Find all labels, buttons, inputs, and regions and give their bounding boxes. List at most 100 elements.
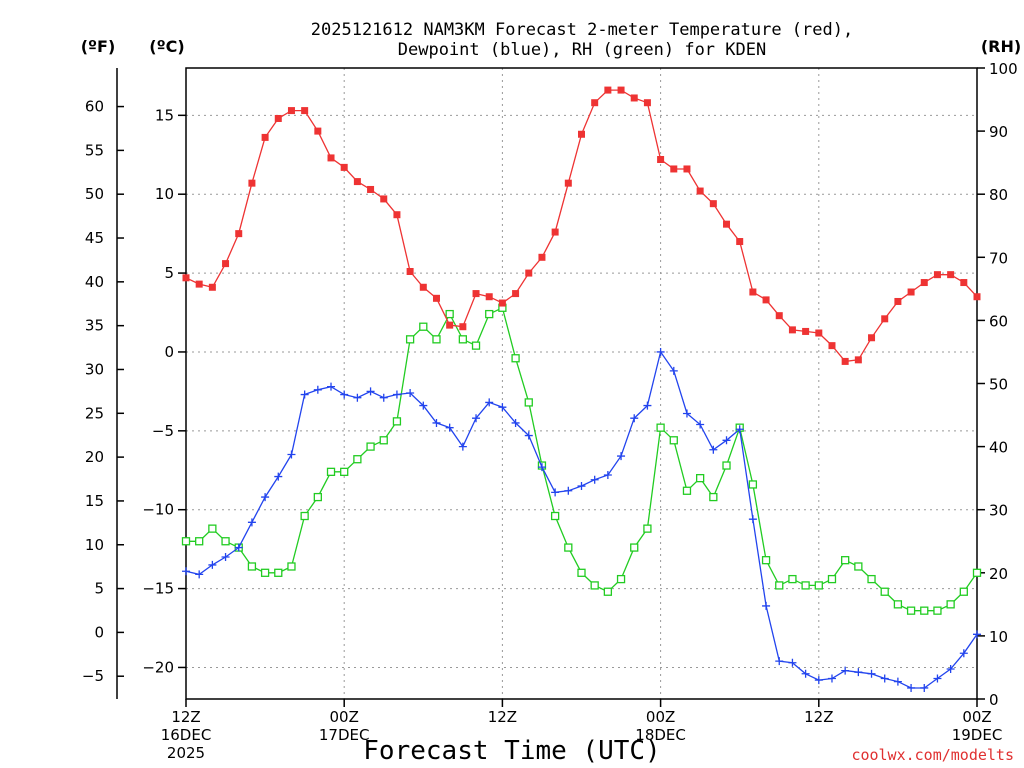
dewpoint-point: [801, 669, 810, 678]
rh-tick-label: 50: [989, 376, 1008, 394]
celsius-tick-label: −5: [152, 422, 174, 440]
dewpoint-point: [313, 385, 322, 394]
dewpoint-point: [827, 674, 836, 683]
rh-series: [181, 303, 982, 615]
time-tick-label: 00Z: [646, 708, 675, 726]
dewpoint-point: [854, 668, 863, 677]
dewpoint-point: [603, 470, 612, 479]
dewpoint-point: [880, 674, 889, 683]
rh-point: [669, 436, 678, 445]
dewpoint-point: [247, 518, 256, 527]
rh-tick-label: 0: [989, 691, 999, 709]
temperature-point: [960, 279, 968, 287]
temperature-point: [973, 293, 981, 301]
rh-point: [195, 537, 204, 546]
dewpoint-point: [340, 390, 349, 399]
fahrenheit-tick-label: 0: [94, 623, 104, 641]
rh-point: [920, 606, 929, 615]
temperature-point: [841, 357, 849, 365]
dewpoint-point: [762, 601, 771, 610]
dewpoint-point: [959, 649, 968, 658]
temperature-point: [868, 334, 876, 342]
celsius-unit-label: (ºC): [149, 37, 184, 56]
dewpoint-point: [524, 431, 533, 440]
rh-tick-label: 100: [989, 60, 1018, 78]
temperature-point: [894, 297, 902, 305]
dewpoint-point: [327, 382, 336, 391]
dewpoint-point: [946, 665, 955, 674]
temperature-point: [472, 290, 480, 298]
fahrenheit-tick-label: 20: [85, 448, 104, 466]
time-tick-label: 12Z: [804, 708, 833, 726]
dewpoint-point: [458, 442, 467, 451]
dewpoint-point: [920, 683, 929, 692]
dewpoint-point: [630, 414, 639, 423]
rh-tick-label: 40: [989, 439, 1008, 457]
temperature-point: [551, 228, 559, 236]
rh-point: [722, 461, 731, 470]
dewpoint-point: [182, 567, 190, 576]
fahrenheit-tick-label: 40: [85, 273, 104, 291]
temperature-point: [498, 299, 506, 307]
time-tick-label: 00Z: [962, 708, 991, 726]
temperature-point: [446, 321, 454, 329]
temperature-point: [604, 86, 612, 94]
x-axis-title: Forecast Time (UTC): [363, 736, 660, 766]
rh-point: [524, 398, 533, 407]
temperature-point: [815, 329, 823, 337]
rh-point: [405, 335, 415, 344]
celsius-tick-label: 5: [164, 264, 174, 282]
fahrenheit-tick-label: 50: [85, 185, 104, 203]
dewpoint-point: [973, 630, 981, 639]
temperature-point: [709, 200, 717, 208]
rh-tick-label: 60: [989, 312, 1008, 330]
rh-point: [682, 486, 692, 495]
dewpoint-point: [748, 515, 757, 524]
temperature-point: [907, 288, 915, 296]
time-tick-label: 12Z: [171, 708, 200, 726]
dewpoint-point: [788, 658, 797, 667]
rh-point: [366, 442, 375, 451]
chart-title-line1: 2025121612 NAM3KM Forecast 2-meter Tempe…: [311, 20, 853, 40]
celsius-tick-label: 15: [155, 106, 174, 124]
fahrenheit-tick-label: 55: [85, 141, 104, 159]
dewpoint-point: [287, 450, 296, 459]
dewpoint-point: [511, 418, 520, 427]
celsius-tick-label: 0: [164, 343, 174, 361]
temperature-point: [432, 294, 440, 302]
rh-tick-label: 10: [989, 628, 1008, 646]
celsius-tick-label: −15: [142, 580, 174, 598]
temperature-point: [235, 230, 243, 238]
dewpoint-point: [432, 418, 441, 427]
rh-point: [260, 568, 270, 577]
dewpoint-point: [366, 387, 375, 396]
dewpoint-point: [564, 486, 573, 495]
temperature-point: [881, 315, 889, 323]
dewpoint-point: [933, 674, 942, 683]
rh-point: [959, 587, 968, 596]
temperature-point: [802, 327, 810, 335]
rh-point: [630, 543, 639, 552]
temperature-point: [195, 280, 203, 288]
dewpoint-point: [656, 347, 665, 356]
temperature-point: [617, 86, 625, 94]
temperature-point: [920, 279, 928, 287]
rh-tick-label: 20: [989, 565, 1008, 583]
rh-point: [946, 600, 955, 609]
rh-point: [247, 562, 257, 571]
dewpoint-point: [682, 409, 691, 418]
temperature-point: [696, 187, 704, 195]
temperature-point: [736, 238, 744, 246]
rh-tick-label: 30: [989, 502, 1008, 520]
dewpoint-point: [643, 401, 652, 410]
dewpoint-point: [221, 553, 230, 562]
temperature-point: [222, 260, 230, 268]
rh-tick-label: 70: [989, 249, 1008, 267]
rh-tick-label: 80: [989, 186, 1008, 204]
rh-point: [445, 309, 454, 319]
temperature-point: [657, 155, 665, 163]
temperature-point: [828, 342, 836, 350]
fahrenheit-tick-label: 15: [85, 492, 104, 510]
rh-point: [867, 574, 876, 584]
dewpoint-point: [696, 420, 705, 429]
